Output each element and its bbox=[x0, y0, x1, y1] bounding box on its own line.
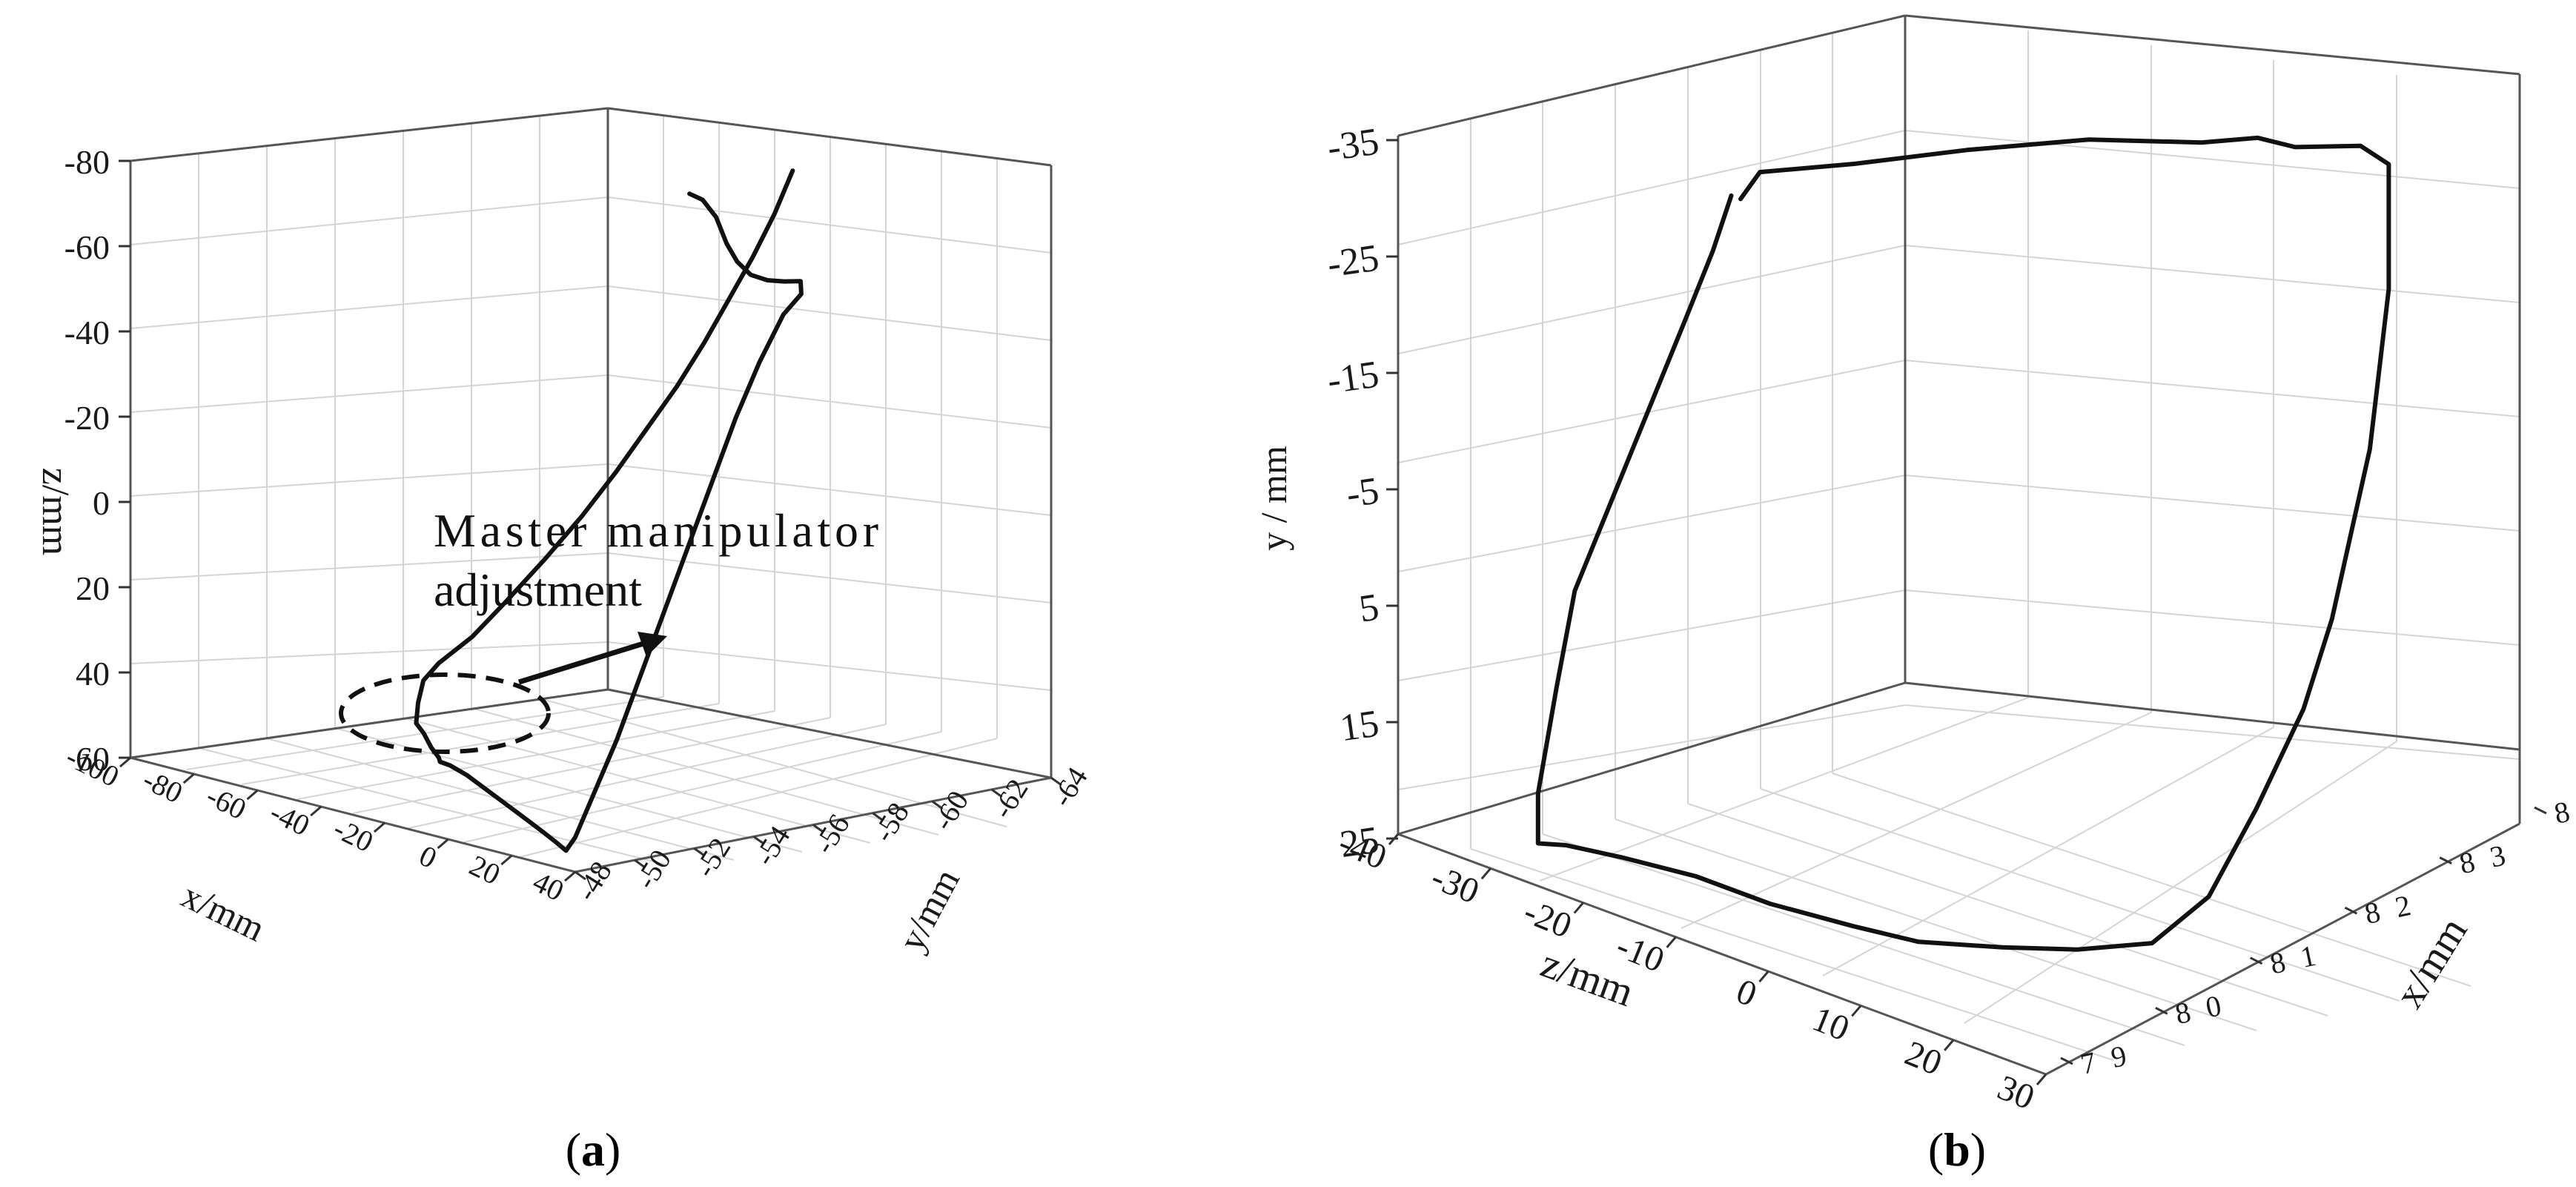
panel-b-x-tick-label: 8 2 bbox=[2362, 887, 2418, 930]
panel-b-y-tick-label: -35 bbox=[1325, 120, 1382, 169]
panel-b-x-tick-label: 8 4 bbox=[2552, 787, 2576, 830]
panel-a-x-tick-label: 20 bbox=[464, 848, 506, 891]
panel-b-x-tick-label: 7 9 bbox=[2078, 1038, 2134, 1081]
panel-a-y-tick bbox=[575, 870, 586, 881]
panel-b-x-tick bbox=[2439, 856, 2452, 864]
panel-a-x-tick bbox=[500, 854, 513, 866]
panel-a-z-tick-label: -80 bbox=[64, 143, 110, 181]
panel-a-y-tick-label: -50 bbox=[629, 844, 678, 895]
panel-b-z-tick-label: 0 bbox=[1731, 971, 1762, 1014]
panel-a-y-tick-label: -62 bbox=[985, 773, 1034, 824]
panel-a-x-tick bbox=[437, 838, 449, 850]
panel-a-trajectory-line bbox=[414, 168, 804, 853]
panel-b-z-tick bbox=[1758, 971, 1769, 983]
panel-a-y-tick-label: -52 bbox=[688, 832, 737, 883]
panel-a-y-tick bbox=[752, 836, 765, 845]
panel-b-x-tick-label: 8 3 bbox=[2457, 837, 2513, 880]
panel-a-y-tick bbox=[872, 812, 884, 821]
panel-b-x-tick bbox=[2249, 956, 2263, 965]
panel-a-tick-marks bbox=[119, 159, 1062, 882]
panel-a-z-tick-label: -20 bbox=[64, 399, 110, 437]
panel-a-z-tick-label: 0 bbox=[93, 484, 110, 522]
panel-a-y-tick bbox=[1050, 776, 1062, 787]
panel-a-z-tick-label: 60 bbox=[76, 740, 110, 778]
panel-a-y-tick bbox=[693, 847, 706, 857]
panel-b-x-tick bbox=[2060, 1057, 2073, 1065]
panel-a-z-tick-label: 20 bbox=[76, 569, 110, 607]
panel-a-y-tick-label: -54 bbox=[747, 820, 796, 871]
panel-a-y-tick bbox=[812, 824, 824, 833]
panel-b-label: (b) bbox=[1928, 1123, 1986, 1176]
panel-b-x-tick bbox=[2155, 1007, 2168, 1015]
panel-a-y-axis-label: y/mm bbox=[890, 862, 967, 957]
panel-a-z-tick-label: -60 bbox=[64, 228, 110, 266]
panel-b-z-tick-label: 20 bbox=[1900, 1034, 1947, 1083]
panel-a-z-tick-label: -40 bbox=[64, 314, 110, 351]
panel-b-y-tick-label: -5 bbox=[1344, 469, 1382, 515]
panel-a-x-tick-label: 0 bbox=[414, 839, 443, 875]
panel-a-x-tick bbox=[182, 773, 195, 784]
panel-b-trajectory-line bbox=[1535, 135, 2391, 952]
panel-b-z-tick-label: 30 bbox=[1992, 1068, 2039, 1117]
panel-b-z-tick bbox=[1388, 833, 1400, 845]
panel-b-z-tick bbox=[1573, 902, 1584, 914]
panel-b-x-tick bbox=[2344, 906, 2358, 915]
panel-b-tick-marks bbox=[1386, 139, 2547, 1085]
panel-a-y-tick-label: -56 bbox=[807, 808, 855, 859]
panel-b-y-tick-label: -15 bbox=[1325, 353, 1382, 402]
panel-b-z-tick bbox=[1944, 1039, 1955, 1051]
panel-b-z-tick bbox=[1851, 1005, 1862, 1017]
panel-a-grid bbox=[130, 108, 1052, 865]
panel-b-z-tick-label: -30 bbox=[1426, 857, 1484, 911]
panel-b-z-tick-label: -20 bbox=[1518, 892, 1577, 946]
panel-a-y-tick bbox=[634, 859, 646, 869]
panel-a-z-axis-label: z/mm bbox=[34, 468, 76, 555]
panel-b-y-tick-label: 25 bbox=[1337, 819, 1381, 866]
panel-a-label: (a) bbox=[566, 1123, 621, 1176]
panel-b-x-tick-label: 8 1 bbox=[2267, 937, 2323, 980]
panel-b-z-tick-label: 10 bbox=[1807, 999, 1855, 1049]
panel-a-x-tick bbox=[246, 789, 259, 801]
panel-b-y-tick-label: -25 bbox=[1325, 237, 1382, 285]
panel-a-x-tick bbox=[564, 870, 576, 882]
panel-a-z-tick-label: 40 bbox=[76, 655, 110, 692]
panel-a-y-tick-label: -60 bbox=[926, 784, 975, 836]
panel-a-arrow bbox=[517, 632, 667, 685]
panel-a-y-tick-label: -58 bbox=[867, 796, 915, 847]
panel-a-annotation-line1: Master manipulator bbox=[434, 504, 878, 557]
panel-b-x-tick-label: 8 0 bbox=[2172, 988, 2228, 1031]
panel-b-y-tick-label: 15 bbox=[1337, 702, 1381, 750]
panel-b-z-tick bbox=[1480, 867, 1491, 880]
panel-a-y-tick bbox=[990, 788, 1003, 799]
panel-a-y-tick-label: -48 bbox=[569, 856, 617, 907]
panel-a-x-tick bbox=[310, 805, 322, 817]
panel-a-dashed-ellipse bbox=[339, 672, 551, 754]
panel-a-x-tick bbox=[373, 821, 385, 833]
panel-b-z-tick bbox=[1666, 936, 1677, 948]
panel-b-y-tick-label: 5 bbox=[1357, 586, 1382, 630]
panel-b-z-tick bbox=[2036, 1074, 2047, 1085]
panel-a-x-tick bbox=[119, 756, 131, 768]
panel-a-y-tick bbox=[931, 800, 944, 810]
panel-b-y-axis-label: y / mm bbox=[1253, 446, 1294, 551]
panel-b-frame bbox=[1397, 14, 2521, 1076]
panel-a-x-axis-label: x/mm bbox=[176, 874, 272, 950]
panel-b-x-tick bbox=[2534, 806, 2547, 815]
panel-a-x-tick-label: 40 bbox=[528, 864, 569, 907]
panel-a-x-tick-label: -100 bbox=[61, 739, 125, 793]
panel-a-annotation-line2: adjustment bbox=[434, 563, 642, 616]
